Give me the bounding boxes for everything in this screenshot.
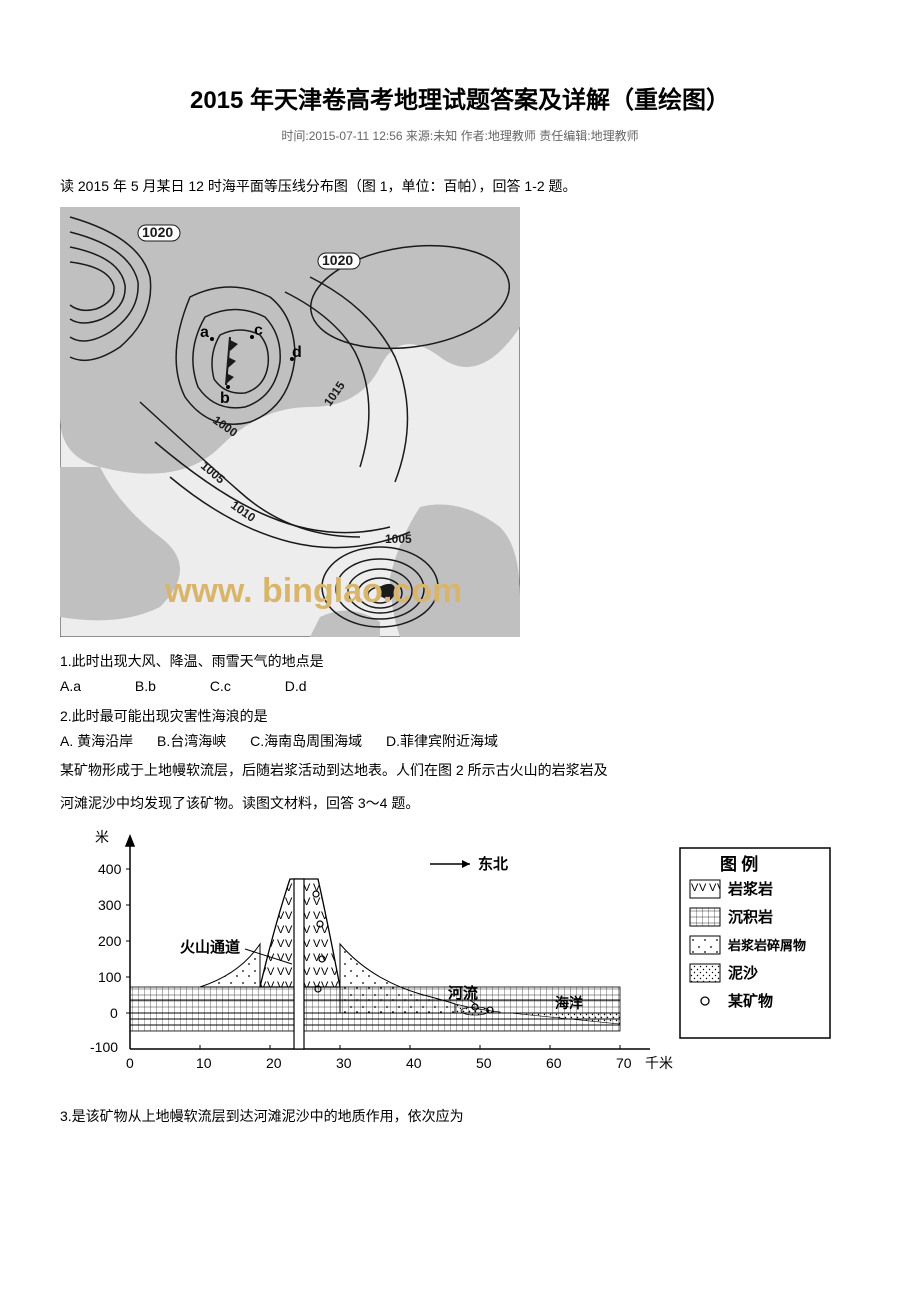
ytick: 100 — [98, 969, 122, 985]
q1-opt-d: D.d — [285, 674, 307, 699]
xtick: 70 — [616, 1055, 632, 1071]
legend-item-1: 岩浆岩 — [727, 880, 773, 898]
legend-item-2: 沉积岩 — [728, 908, 773, 926]
xtick: 10 — [196, 1055, 212, 1071]
q1-opt-a: A.a — [60, 674, 81, 699]
point-d: d — [292, 344, 302, 361]
contour-label: 1020 — [322, 252, 353, 268]
ytick: 0 — [110, 1005, 118, 1021]
xtick: 20 — [266, 1055, 282, 1071]
contour-label: 1005 — [385, 532, 412, 546]
legend-title: 图 例 — [720, 854, 758, 874]
q2-opt-a: A. 黄海沿岸 — [60, 729, 133, 754]
ytick: 400 — [98, 861, 122, 877]
q2-stem: 2.此时最可能出现灾害性海浪的是 — [60, 704, 860, 729]
xtick: 40 — [406, 1055, 422, 1071]
ylabel: 米 — [95, 829, 109, 845]
q1-options: A.a B.b C.c D.d — [60, 674, 860, 699]
xtick: 0 — [126, 1055, 134, 1071]
legend-item-5: 某矿物 — [728, 992, 773, 1010]
q2-options: A. 黄海沿岸 B.台湾海峡 C.海南岛周围海域 D.菲律宾附近海域 — [60, 729, 860, 754]
meta-info: 时间:2015-07-11 12:56 来源:未知 作者:地理教师 责任编辑:地… — [60, 127, 860, 144]
point-b: b — [220, 390, 230, 407]
q1-opt-b: B.b — [135, 674, 156, 699]
legend-item-4: 泥沙 — [728, 964, 758, 982]
contour-label: 1020 — [142, 224, 173, 240]
intro-q3-4-a: 某矿物形成于上地幔软流层，后随岩浆活动到达地表。人们在图 2 所示古火山的岩浆岩… — [60, 758, 860, 783]
ytick: -100 — [90, 1039, 118, 1055]
ytick: 200 — [98, 933, 122, 949]
intro-q1-2: 读 2015 年 5 月某日 12 时海平面等压线分布图（图 1，单位：百帕），… — [60, 174, 860, 199]
figure-2-volcano-section: V V 米 400 300 200 100 0 -100 — [60, 824, 840, 1084]
legend-item-3: 岩浆岩碎屑物 — [727, 938, 806, 953]
svg-text:a: a — [200, 324, 209, 341]
q1-stem: 1.此时出现大风、降温、雨雪天气的地点是 — [60, 649, 860, 674]
volcano-conduit-label: 火山通道 — [180, 938, 240, 956]
q2-opt-c: C.海南岛周围海域 — [250, 729, 362, 754]
xlabel: 千米 — [645, 1055, 673, 1071]
q2-opt-b: B.台湾海峡 — [157, 729, 226, 754]
svg-text:c: c — [254, 322, 263, 339]
xtick: 30 — [336, 1055, 352, 1071]
river-label: 河流 — [448, 984, 478, 1002]
intro-q3-4-b: 河滩泥沙中均发现了该矿物。读图文材料，回答 3～4 题。 — [60, 791, 860, 816]
ytick: 300 — [98, 897, 122, 913]
q3-stem: 3.是该矿物从上地幔软流层到达河滩泥沙中的地质作用，依次应为 — [60, 1104, 860, 1129]
xtick: 60 — [546, 1055, 562, 1071]
ocean-label: 海洋 — [555, 995, 583, 1012]
page-title: 2015 年天津卷高考地理试题答案及详解（重绘图） — [60, 80, 860, 115]
northeast-label: 东北 — [478, 855, 508, 873]
watermark-text: www. binglao.com — [164, 572, 462, 610]
xtick: 50 — [476, 1055, 492, 1071]
q2-opt-d: D.菲律宾附近海域 — [386, 729, 498, 754]
figure-1-isobar-map: 1020 1020 1000 1005 1010 1015 1005 a a b… — [60, 207, 520, 637]
q1-opt-c: C.c — [210, 674, 231, 699]
